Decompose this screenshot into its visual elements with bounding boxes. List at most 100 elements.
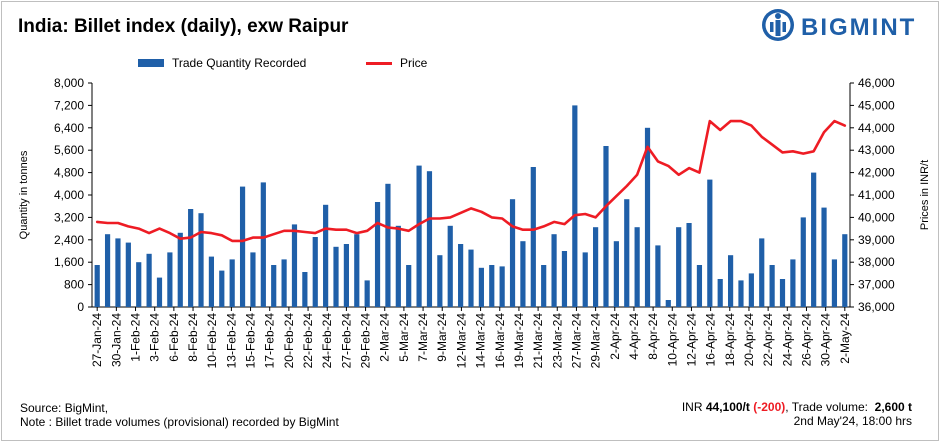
bar [291, 224, 298, 307]
x-tick-label: 22-Apr-24 [761, 313, 775, 367]
y-left-tick-label: 4,800 [54, 166, 84, 180]
bar [655, 245, 661, 307]
bar [416, 165, 422, 307]
x-tick-label: 16-Mar-24 [493, 313, 507, 369]
bar [229, 259, 235, 307]
bigmint-logo: BIGMINT [761, 6, 931, 46]
footer-notes: Source: BigMint, Note : Billet trade vol… [20, 401, 339, 429]
x-tick-label: 29-Feb-24 [359, 313, 373, 369]
x-tick-label: 20-Apr-24 [742, 313, 756, 367]
bar [748, 273, 754, 307]
x-tick-label: 3-Feb-24 [148, 313, 162, 362]
bar [676, 227, 682, 307]
y-right-tick-label: 42,000 [858, 166, 895, 180]
x-tick-label: 2-Apr-24 [608, 313, 622, 360]
bar [499, 266, 505, 307]
bar [395, 225, 401, 307]
price-prefix: INR [681, 400, 706, 414]
bar [447, 225, 453, 307]
legend-label-bars: Trade Quantity Recorded [172, 56, 307, 70]
x-tick-label: 15-Feb-24 [244, 313, 258, 369]
y-right-tick-label: 40,000 [858, 210, 895, 224]
x-tick-label: 30-Apr-24 [819, 313, 833, 367]
bar [759, 238, 765, 307]
bar [239, 186, 246, 307]
bar [613, 241, 619, 307]
bar [312, 237, 318, 307]
x-tick-label: 26-Apr-24 [799, 313, 813, 367]
y-left-tick-label: 6,400 [54, 121, 84, 135]
x-tick-label: 12-Mar-24 [454, 313, 468, 369]
bar [323, 204, 329, 307]
billet-chart: 0 800 1,600 2,400 3,200 4,000 4,800 5,600 6,400 7… [18, 76, 931, 369]
x-tick-label: 23-Mar-24 [550, 313, 564, 369]
x-tick-label: 1-Feb-24 [129, 313, 143, 362]
bar [572, 105, 578, 308]
bar [271, 265, 277, 307]
x-tick-label: 8-Apr-24 [646, 313, 660, 360]
bar [686, 223, 692, 307]
bar [302, 272, 308, 307]
bar [717, 279, 723, 307]
footer-summary: INR 44,100/t (-200), Trade volume: 2,600… [682, 400, 912, 428]
x-tick-label: 8-Feb-24 [186, 313, 200, 362]
bar [177, 232, 183, 307]
bigmint-logo-icon [762, 9, 794, 41]
y-left-tick-label: 3,200 [54, 210, 84, 224]
y-left-tick-label: 7,200 [54, 98, 84, 112]
y-right-tick-label: 44,000 [858, 121, 895, 135]
x-tick-label: 30-Jan-24 [109, 313, 123, 367]
bar [136, 262, 142, 307]
bar [727, 255, 734, 307]
y-right-tick-label: 41,000 [858, 188, 895, 202]
x-tick-label: 2-Mar-24 [378, 313, 392, 362]
x-tick-label: 5-Mar-24 [397, 313, 411, 362]
update-date: 2nd May'24, 18:00 hrs [793, 414, 912, 428]
price-change: (-200) [753, 400, 786, 414]
bar [343, 244, 349, 307]
y-right-tick-label: 46,000 [858, 76, 895, 90]
bar [644, 127, 651, 307]
bar [831, 259, 838, 307]
bar [364, 280, 370, 307]
x-tick-label: 6-Feb-24 [167, 313, 181, 362]
bar [634, 227, 640, 307]
bar [468, 249, 474, 307]
bar [188, 209, 194, 307]
x-tick-label: 7-Mar-24 [416, 313, 430, 362]
x-tick-label: 17-Feb-24 [263, 313, 277, 369]
y-right-axis-title: Prices in INR/t [919, 160, 931, 230]
bar [603, 146, 609, 307]
chart-title: India: Billet index (daily), exw Raipur [18, 16, 349, 37]
bar [354, 234, 360, 307]
price-summary: INR 44,100/t (-200), Trade volume: 2,600… [682, 400, 912, 414]
bar [115, 238, 121, 307]
volume-value: 2,600 t [874, 400, 912, 414]
bar [561, 251, 568, 307]
bar [707, 179, 713, 307]
x-tick-label: 22-Feb-24 [301, 313, 315, 369]
bar [478, 267, 484, 307]
y-left-tick-label: 4,000 [54, 188, 84, 202]
x-tick-label: 18-Apr-24 [723, 313, 737, 367]
x-tick-label: 19-Mar-24 [512, 313, 526, 369]
bar [790, 259, 796, 307]
price-value: 44,100/t [705, 400, 750, 414]
note-text: Note : Billet trade volumes (provisional… [20, 415, 339, 429]
bar [260, 182, 266, 307]
y-right-tick-label: 38,000 [858, 255, 895, 269]
bar [582, 252, 588, 307]
y-left-tick-label: 1,600 [54, 255, 84, 269]
bar [593, 227, 599, 307]
bar [665, 300, 671, 307]
bar [406, 265, 412, 307]
y-left-tick-label: 0 [77, 300, 84, 314]
x-tick-label: 16-Apr-24 [704, 313, 718, 367]
bar [509, 199, 516, 307]
bar [374, 202, 381, 307]
bar [156, 277, 163, 307]
x-tick-label: 12-Apr-24 [684, 313, 698, 367]
x-tick-label: 27-Feb-24 [339, 313, 353, 369]
legend-swatch-bars [138, 59, 164, 67]
